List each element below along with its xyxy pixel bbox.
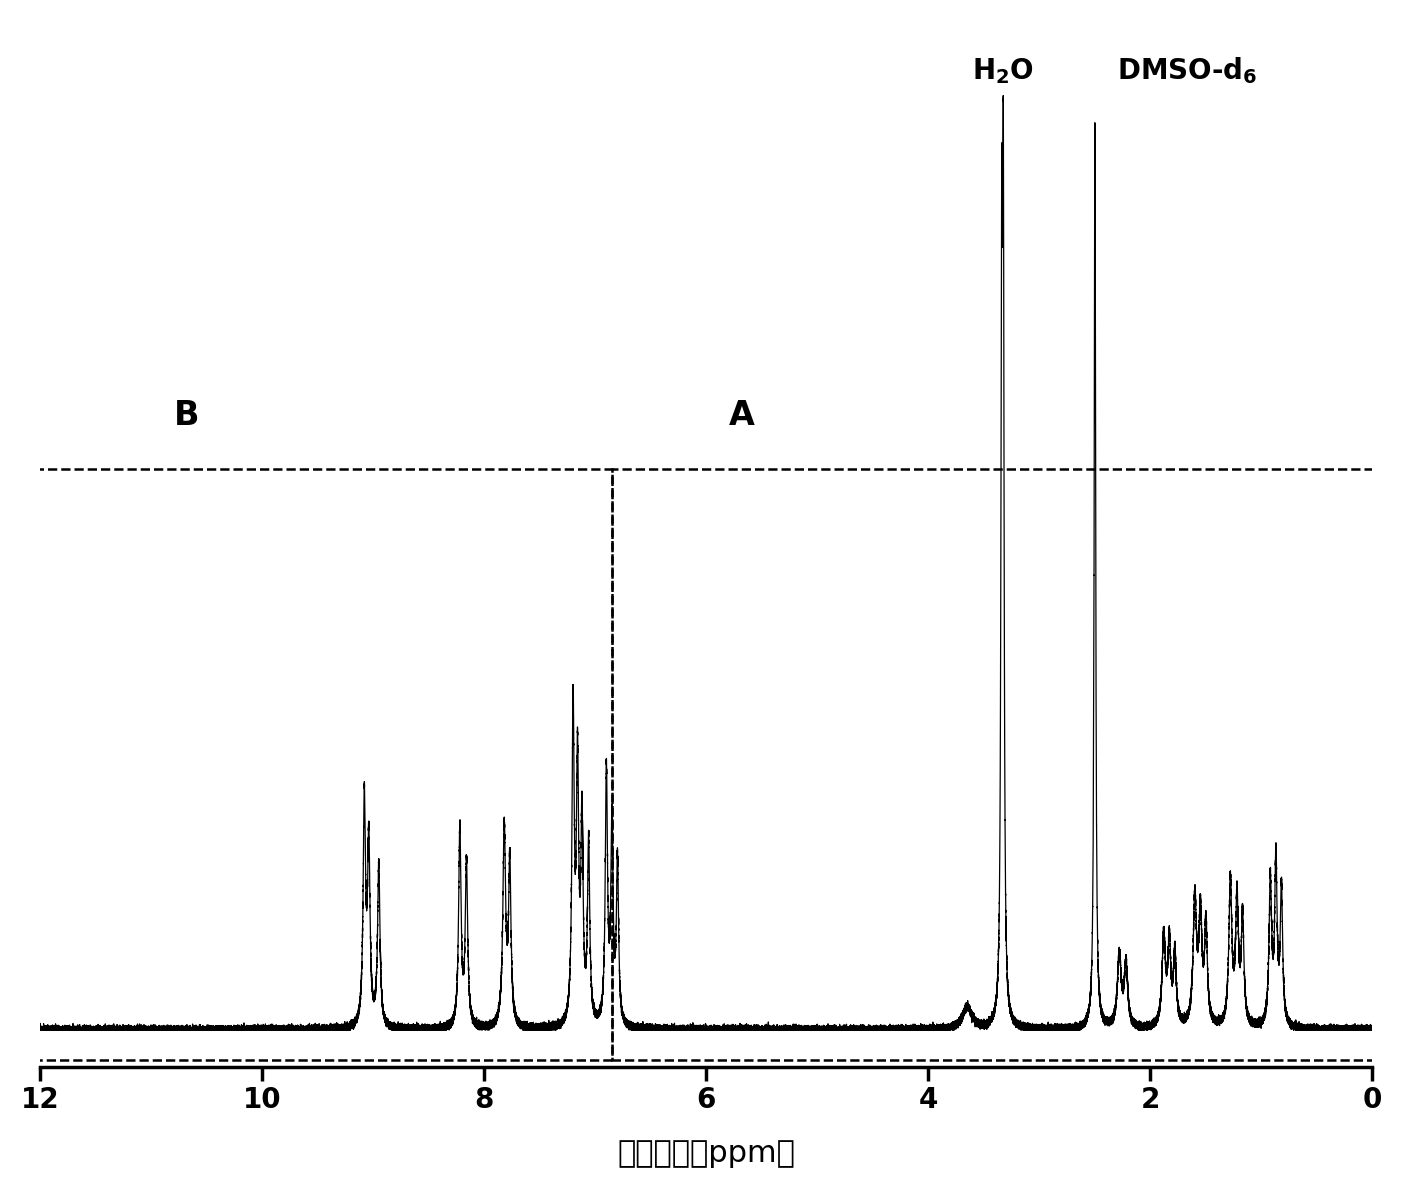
Text: B: B [174, 400, 199, 432]
X-axis label: 化学位移（ppm）: 化学位移（ppm） [617, 1139, 796, 1168]
Text: $\mathbf{H_2O}$: $\mathbf{H_2O}$ [972, 56, 1034, 87]
Bar [29, 470, 612, 1059]
Text: $\mathbf{DMSO}$-$\mathbf{d}_\mathbf{6}$: $\mathbf{DMSO}$-$\mathbf{d}_\mathbf{6}$ [1117, 56, 1257, 87]
Text: A: A [728, 400, 755, 432]
Bar [612, 470, 1389, 1059]
